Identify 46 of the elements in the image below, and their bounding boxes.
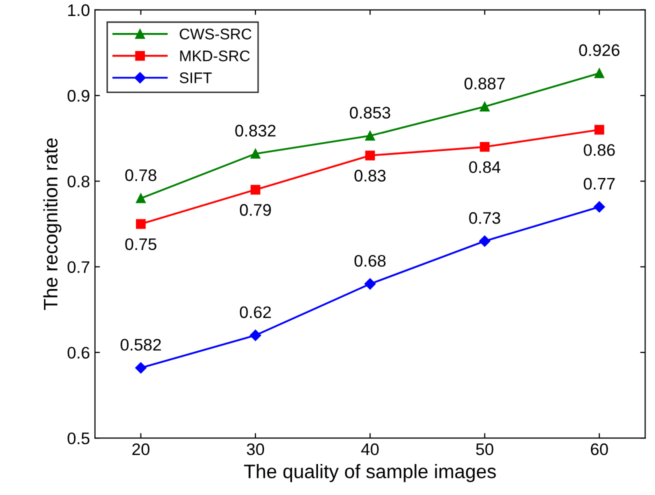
point — [250, 184, 260, 195]
y-tick-label: 0.6 — [68, 346, 90, 359]
x-tick-label: 30 — [246, 443, 264, 456]
data-label: 0.853 — [350, 106, 390, 119]
point — [135, 362, 146, 374]
data-label: 0.77 — [584, 178, 615, 190]
data-label: 0.83 — [354, 170, 386, 182]
data-label: 0.68 — [354, 254, 386, 267]
point — [479, 236, 490, 247]
y-axis-title: The recognition rate — [43, 138, 62, 310]
data-label: 0.832 — [235, 124, 276, 137]
point — [480, 102, 490, 112]
point — [250, 330, 262, 341]
point — [594, 68, 604, 78]
data-label: 0.75 — [125, 238, 156, 250]
legend-label: SIFT — [180, 72, 212, 84]
point — [365, 130, 375, 141]
legend-label: MKD-SRC — [180, 50, 250, 62]
point — [594, 201, 605, 212]
point — [136, 193, 146, 204]
point — [250, 148, 260, 159]
data-label: 0.582 — [120, 338, 161, 351]
point — [136, 219, 146, 229]
x-tick-label: 60 — [590, 443, 608, 456]
point — [365, 150, 375, 160]
x-tick-label: 50 — [476, 443, 494, 456]
point — [594, 124, 604, 135]
y-tick-label: 0.9 — [68, 90, 90, 102]
data-label: 0.887 — [464, 78, 505, 90]
legend-label: CWS-SRC — [180, 28, 252, 40]
data-label: 0.84 — [469, 161, 500, 174]
point — [480, 142, 490, 152]
data-label: 0.62 — [240, 306, 271, 318]
data-label: 0.926 — [579, 44, 620, 56]
data-label: 0.73 — [469, 212, 500, 224]
y-tick-label: 0.5 — [68, 432, 90, 444]
y-tick-label: 0.8 — [68, 176, 90, 188]
x-tick-label: 40 — [361, 443, 379, 456]
y-tick-label: 1.0 — [68, 4, 90, 16]
data-label: 0.86 — [584, 144, 615, 156]
point — [364, 278, 376, 290]
y-tick-label: 0.7 — [68, 261, 90, 274]
data-label: 0.79 — [240, 204, 271, 216]
x-axis-title: The quality of sample images — [244, 464, 496, 482]
data-label: 0.78 — [125, 169, 156, 182]
x-tick-label: 20 — [132, 443, 150, 456]
